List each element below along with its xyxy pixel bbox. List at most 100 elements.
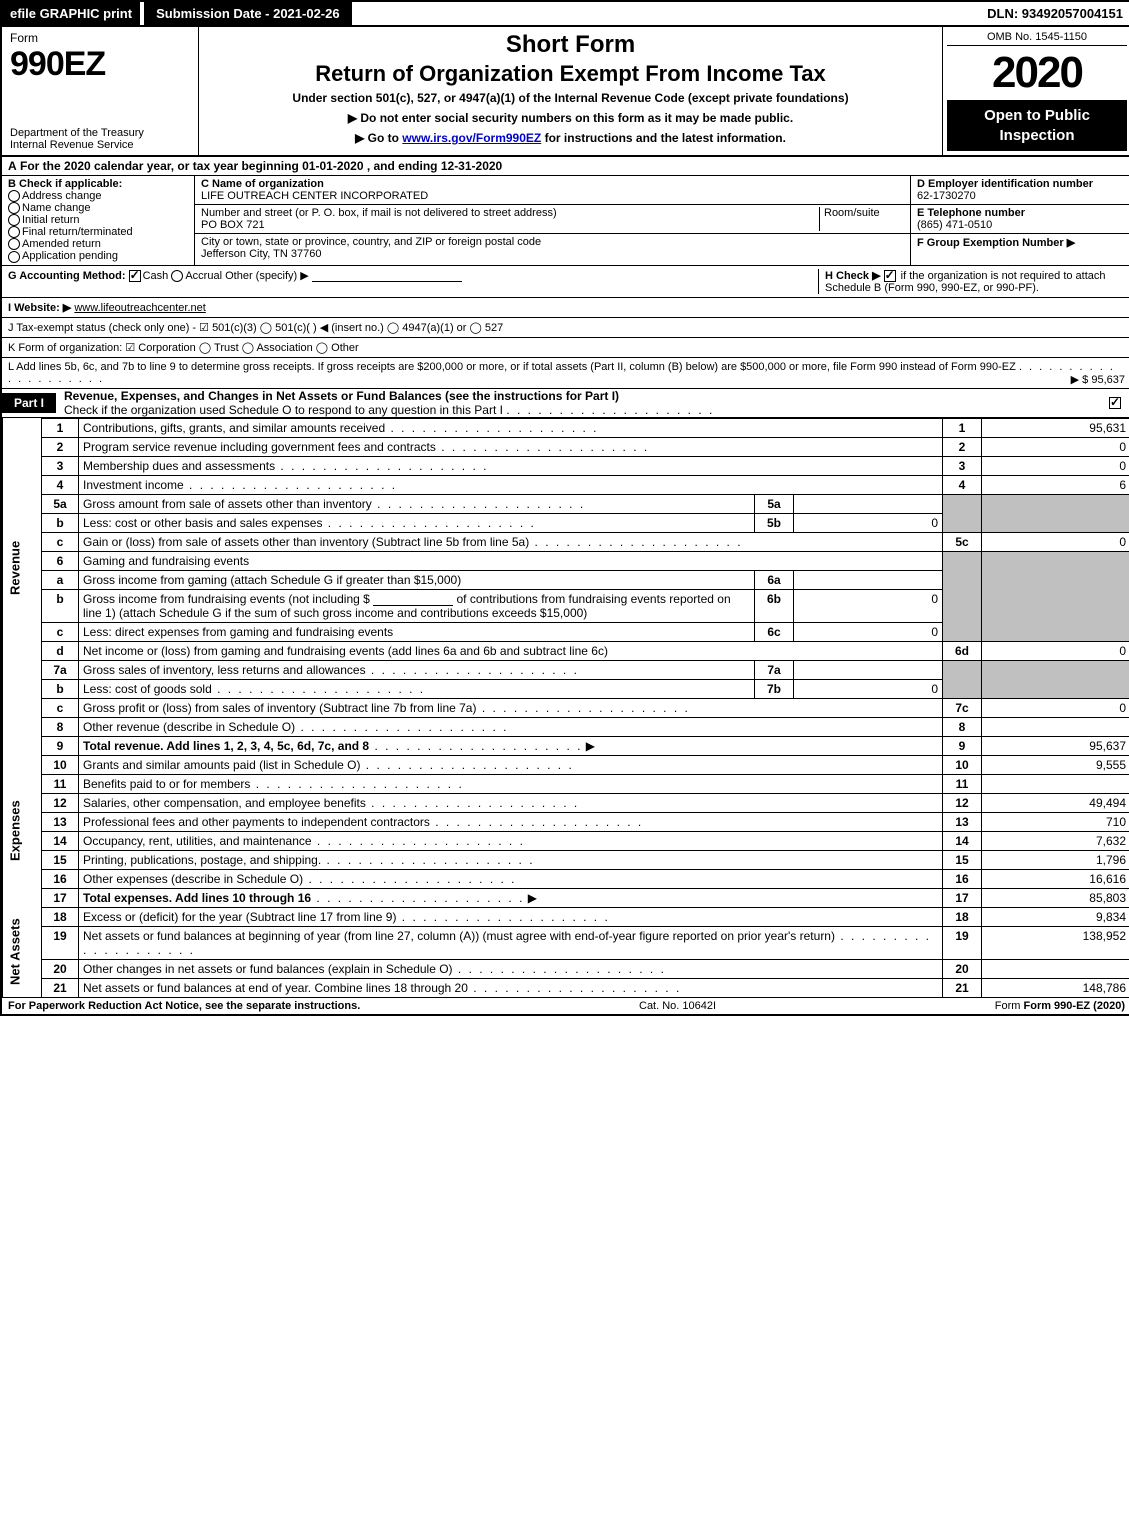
line-6b-num: b [42,589,79,622]
department-label: Department of the Treasury Internal Reve… [10,127,190,151]
dln-number: DLN: 93492057004151 [979,2,1129,25]
org-name-value: LIFE OUTREACH CENTER INCORPORATED [201,190,904,202]
label-address-change: Address change [22,190,102,202]
dots-icon [430,815,643,829]
line-6a-subval [794,570,943,589]
tel-value: (865) 471-0510 [917,219,992,231]
line-17-desc: Total expenses. Add lines 10 through 16 [83,891,311,905]
line-7b-num: b [42,679,79,698]
tel-row: E Telephone number (865) 471-0510 [911,205,1129,234]
line-20-num: 20 [42,959,79,978]
line-9-val: 95,637 [982,736,1129,755]
dots-icon [295,720,508,734]
line-17-val: 85,803 [982,888,1129,907]
website-label: I Website: ▶ [8,302,71,314]
line-19-desc: Net assets or fund balances at beginning… [83,929,835,943]
row-g: G Accounting Method: Cash Accrual Other … [8,269,818,294]
label-final-return: Final return/terminated [22,226,133,238]
omb-number: OMB No. 1545-1150 [947,31,1127,46]
line-5c-num: c [42,532,79,551]
line-7a-desc: Gross sales of inventory, less returns a… [83,663,366,677]
dots-icon [311,891,524,905]
website-link[interactable]: www.lifeoutreachcenter.net [74,302,205,314]
line-7a-subval [794,660,943,679]
col-b-title: B Check if applicable: [8,178,122,190]
irs-link[interactable]: www.irs.gov/Form990EZ [402,131,541,145]
check-amended-return[interactable] [8,238,20,250]
header-center: Short Form Return of Organization Exempt… [199,27,943,155]
tax-year: 2020 [947,48,1127,98]
check-schedule-b-not-required[interactable] [884,270,896,282]
line-8-val [982,717,1129,736]
line-18-num: 18 [42,907,79,926]
return-title: Return of Organization Exempt From Incom… [207,61,934,87]
check-cash[interactable] [129,270,141,282]
efile-print-label[interactable]: efile GRAPHIC print [2,2,140,25]
label-initial-return: Initial return [22,214,79,226]
revenue-side-cont [3,717,42,755]
line-14-val: 7,632 [982,831,1129,850]
line-7c-num2: 7c [943,698,982,717]
line-13-num: 13 [42,812,79,831]
check-final-return[interactable] [8,226,20,238]
city-row: City or town, state or province, country… [195,234,910,262]
line-8-num2: 8 [943,717,982,736]
line-3-num2: 3 [943,456,982,475]
other-method-blank [312,269,462,282]
line-5b-subnum: 5b [755,513,794,532]
group-exemption-row: F Group Exemption Number ▶ [911,234,1129,251]
dots-icon [366,663,579,677]
line-4-desc: Investment income [83,478,184,492]
dots-icon [369,739,582,753]
dots-icon [385,421,598,435]
street-label: Number and street (or P. O. box, if mail… [201,207,819,219]
line-18-desc: Excess or (deficit) for the year (Subtra… [83,910,396,924]
short-form-title: Short Form [207,31,934,59]
footer-form-ref: Form Form 990-EZ (2020) [995,1000,1125,1012]
ein-label: D Employer identification number [917,178,1093,190]
row-l-text: L Add lines 5b, 6c, and 7b to line 9 to … [8,361,1016,373]
footer-cat-no: Cat. No. 10642I [639,1000,716,1012]
line-12-desc: Salaries, other compensation, and employ… [83,796,366,810]
revenue-side-label: Revenue [3,418,42,717]
row-h-label: H Check ▶ [825,270,881,282]
row-k-form-of-org: K Form of organization: ☑ Corporation ◯ … [2,338,1129,358]
check-name-change[interactable] [8,202,20,214]
line-15-val: 1,796 [982,850,1129,869]
ein-row: D Employer identification number 62-1730… [911,176,1129,205]
dots-icon [321,853,534,867]
line-12-num: 12 [42,793,79,812]
row-j-tax-exempt: J Tax-exempt status (check only one) - ☑… [2,318,1129,338]
accounting-method-label: G Accounting Method: [8,270,126,282]
line-5c-val: 0 [982,532,1129,551]
line-17-num2: 17 [943,888,982,907]
form-number: 990EZ [10,45,190,84]
check-schedule-o-used[interactable] [1109,397,1121,409]
dots-icon [396,910,609,924]
line-5a-desc: Gross amount from sale of assets other t… [83,497,372,511]
check-address-change[interactable] [8,190,20,202]
line-8-desc: Other revenue (describe in Schedule O) [83,720,295,734]
line-6b-desc: Gross income from fundraising events (no… [79,589,755,622]
line-5b-desc: Less: cost or other basis and sales expe… [83,516,322,530]
goto-instructions: ▶ Go to www.irs.gov/Form990EZ for instru… [207,131,934,145]
grey-cell [943,494,982,532]
goto-post: for instructions and the latest informat… [541,131,786,145]
line-6b-subval: 0 [794,589,943,622]
page-footer: For Paperwork Reduction Act Notice, see … [2,998,1129,1014]
street-row: Number and street (or P. O. box, if mail… [195,205,910,234]
grey-cell [982,660,1129,698]
check-accrual[interactable] [171,270,183,282]
line-9-num: 9 [42,736,79,755]
line-5a-subval [794,494,943,513]
net-assets-side-label: Net Assets [3,907,42,997]
dept-treasury: Department of the Treasury [10,127,190,139]
check-initial-return[interactable] [8,214,20,226]
line-10-desc: Grants and similar amounts paid (list in… [83,758,360,772]
label-other-method: Other (specify) ▶ [225,270,309,282]
line-6c-desc: Less: direct expenses from gaming and fu… [83,625,393,639]
line-10-val: 9,555 [982,755,1129,774]
check-application-pending[interactable] [8,251,20,263]
line-12-val: 49,494 [982,793,1129,812]
line-21-val: 148,786 [982,978,1129,997]
